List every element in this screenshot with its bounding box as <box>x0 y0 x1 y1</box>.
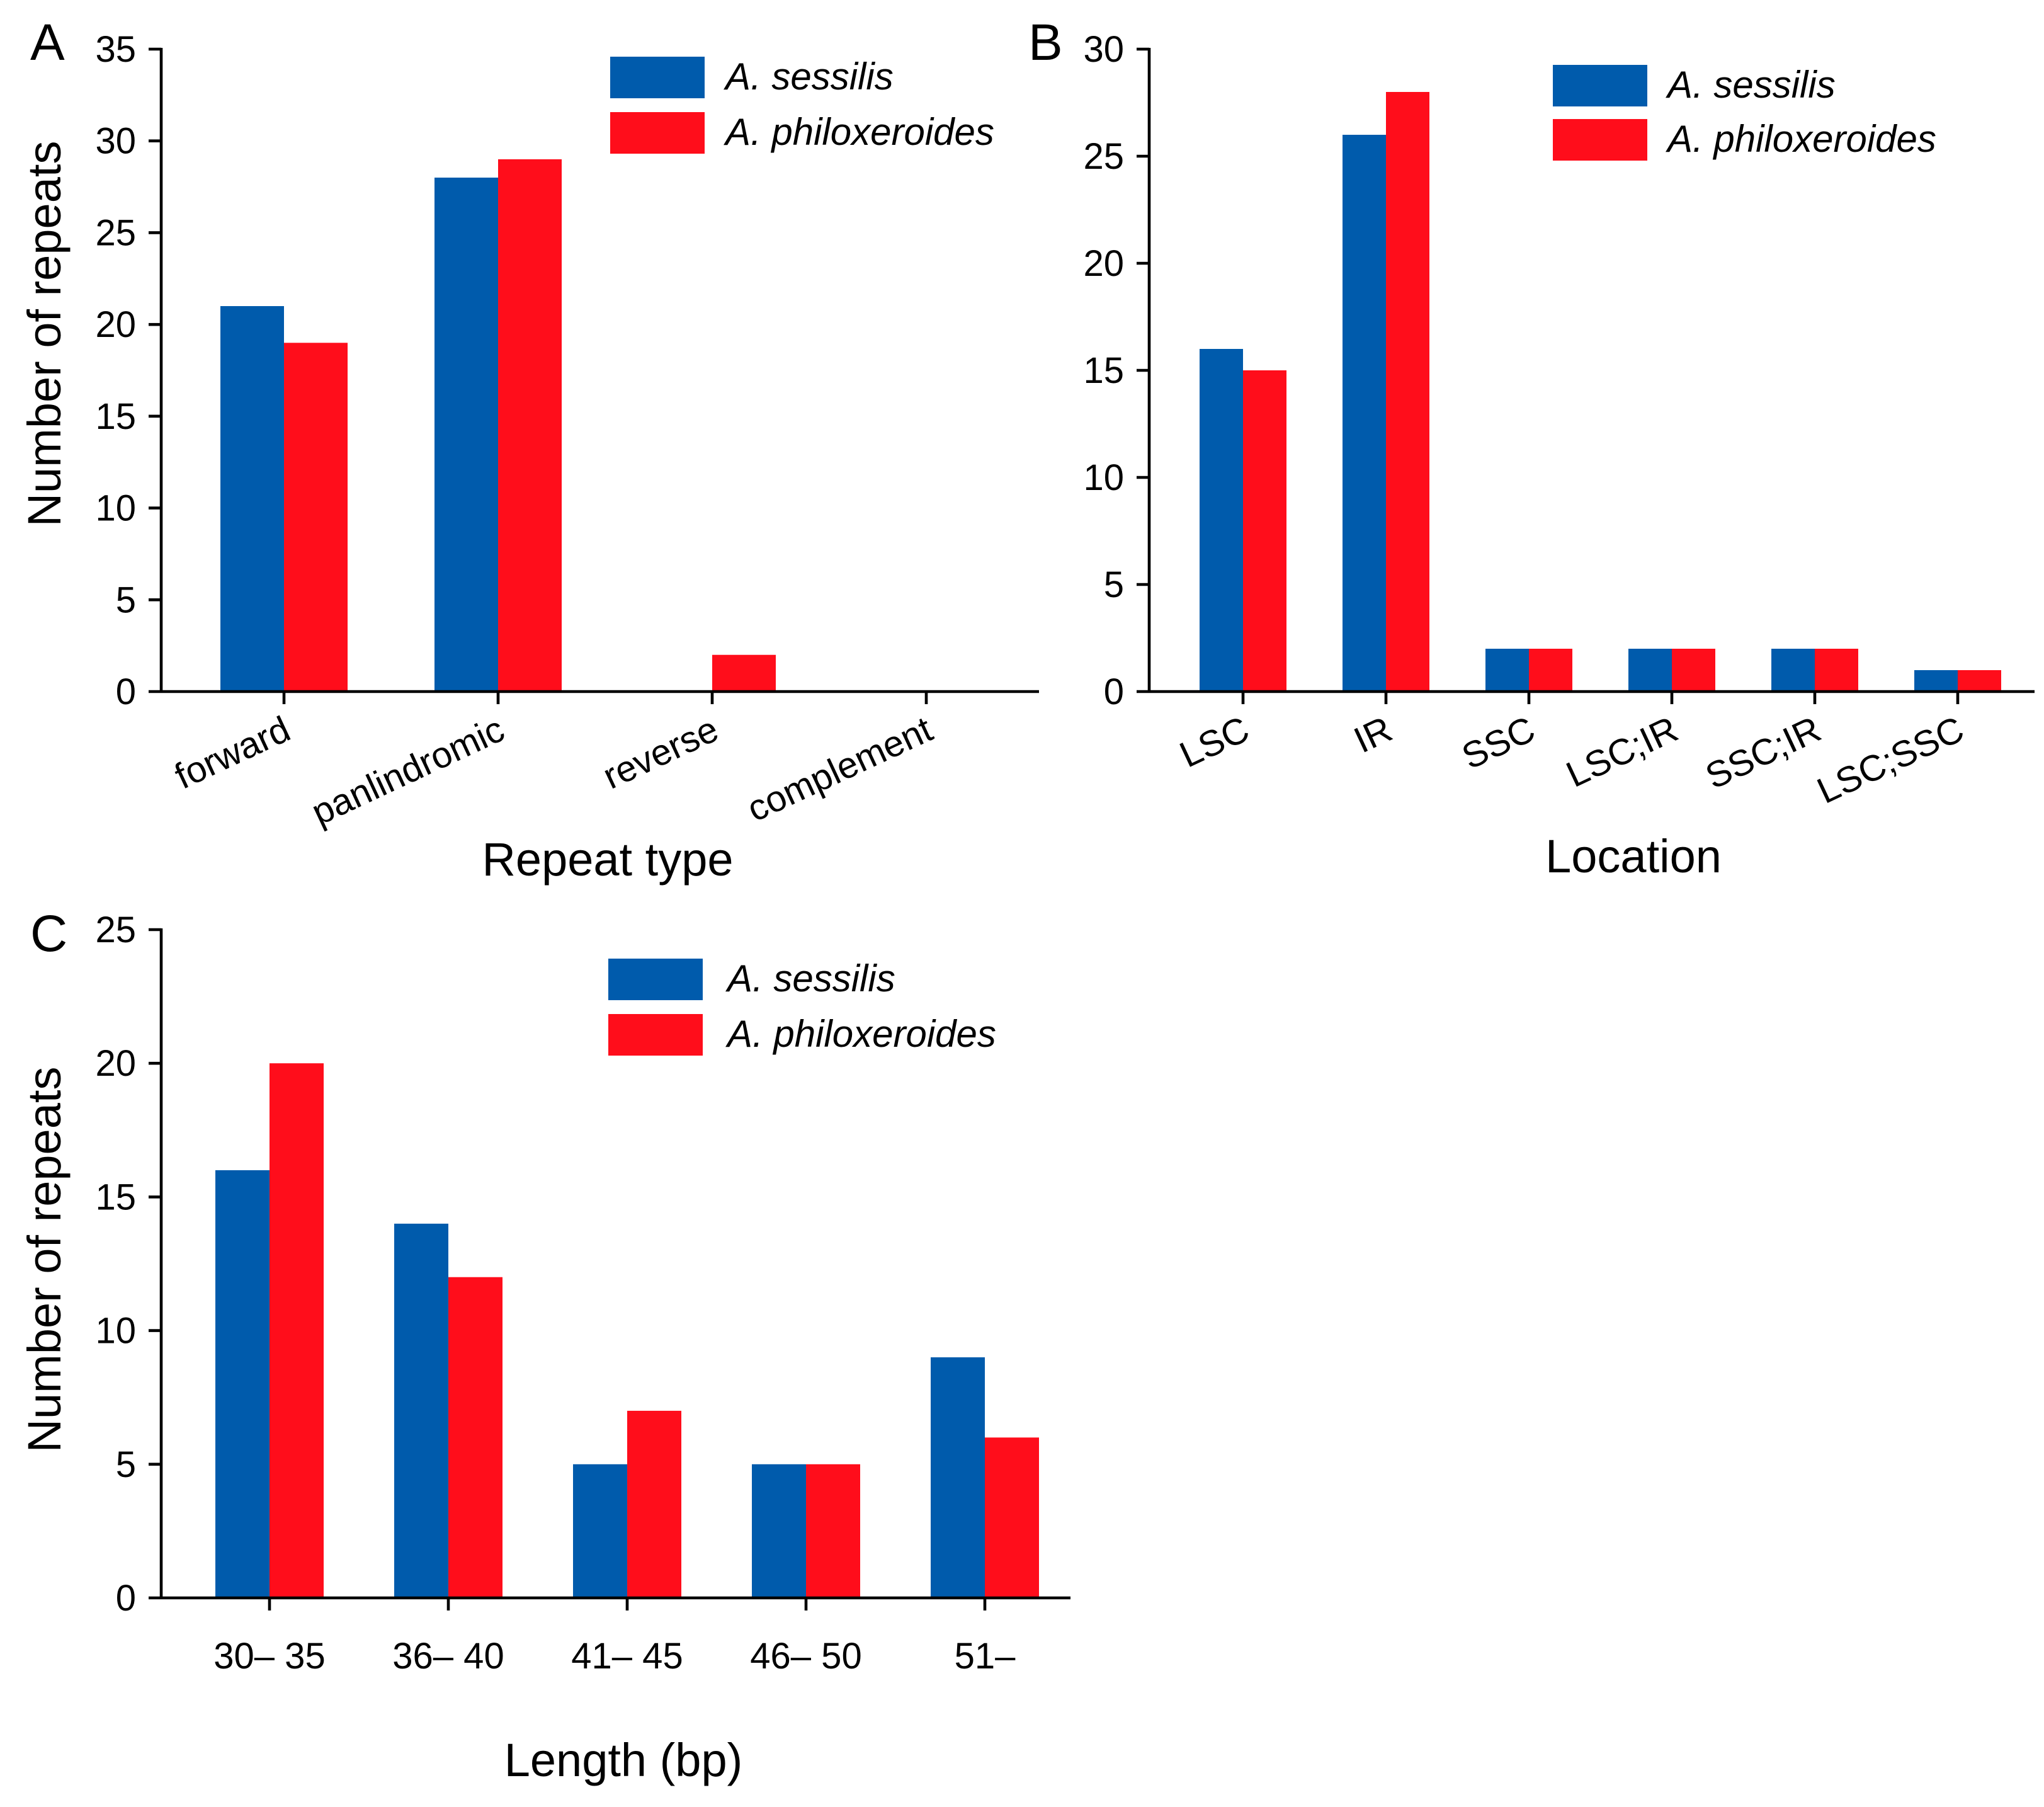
legend-label-sessilis: A. sessilis <box>1666 64 1836 106</box>
bar-sessilis-3 <box>752 1464 806 1598</box>
x-axis-title: Length (bp) <box>504 1734 743 1786</box>
x-category-label: 46– 50 <box>750 1636 861 1677</box>
bar-philoxeroides-0 <box>270 1063 324 1598</box>
bar-sessilis-1 <box>434 178 498 692</box>
y-tick-label: 15 <box>95 1177 136 1217</box>
y-tick-label: 0 <box>116 1578 136 1619</box>
bar-philoxeroides-5 <box>1958 670 2001 692</box>
bar-philoxeroides-2 <box>627 1410 681 1598</box>
panel-c-length-chart: C 0 5 10 15 20 25 30– 35 36– 40 41– 45 46– 50 51– Le… <box>18 905 1070 1786</box>
bar-philoxeroides-4 <box>985 1437 1039 1598</box>
x-axis-title: Repeat type <box>482 833 733 886</box>
x-category-label: IR <box>1348 709 1398 761</box>
bar-philoxeroides-2 <box>712 654 776 692</box>
y-tick-label: 25 <box>1083 136 1124 177</box>
y-tick-label: 15 <box>95 396 136 437</box>
x-category-label: LSC <box>1174 709 1256 776</box>
y-tick-label: 0 <box>1104 671 1124 712</box>
bar-philoxeroides-0 <box>1243 370 1286 692</box>
bar-sessilis-3 <box>1628 649 1672 692</box>
bar-sessilis-2 <box>1485 649 1529 692</box>
legend-label-philoxeroides: A. philoxeroides <box>725 1013 996 1055</box>
bar-philoxeroides-3 <box>806 1464 860 1598</box>
bar-philoxeroides-1 <box>1386 92 1429 692</box>
x-category-label: panlindromic <box>305 709 510 833</box>
y-axis-title: Number of repeats <box>18 1067 71 1453</box>
x-category-label: LSC;IR <box>1560 709 1684 795</box>
x-category-label: 51– <box>955 1636 1016 1677</box>
y-tick-label: 5 <box>116 579 136 620</box>
bar-sessilis-0 <box>220 306 284 692</box>
bar-sessilis-1 <box>1343 135 1386 692</box>
x-category-label: 36– 40 <box>392 1636 504 1677</box>
bar-sessilis-0 <box>215 1170 270 1598</box>
y-tick-label: 25 <box>95 909 136 950</box>
bar-philoxeroides-0 <box>284 343 348 692</box>
legend-swatch-sessilis <box>1553 65 1647 106</box>
bar-philoxeroides-2 <box>1529 649 1572 692</box>
y-tick-label: 0 <box>116 671 136 712</box>
bar-sessilis-5 <box>1914 670 1958 692</box>
y-tick-label: 30 <box>1083 29 1124 70</box>
bar-sessilis-1 <box>394 1223 448 1598</box>
legend-swatch-philoxeroides <box>608 1014 703 1056</box>
x-category-label: 30– 35 <box>213 1636 325 1677</box>
legend-swatch-sessilis <box>608 959 703 1000</box>
y-tick-label: 20 <box>1083 243 1124 284</box>
legend: A. sessilis A. philoxeroides <box>608 957 996 1056</box>
y-tick-label: 10 <box>1083 457 1124 498</box>
y-tick-label: 10 <box>95 1311 136 1352</box>
x-category-label: 41– 45 <box>571 1636 683 1677</box>
bar-philoxeroides-4 <box>1815 649 1858 692</box>
legend-label-philoxeroides: A. philoxeroides <box>724 111 994 153</box>
bar-sessilis-4 <box>931 1357 985 1598</box>
legend-label-sessilis: A. sessilis <box>724 55 894 98</box>
legend-label-sessilis: A. sessilis <box>725 957 895 1000</box>
y-axis-title: Number of repeats <box>18 141 71 527</box>
y-tick-label: 5 <box>1104 564 1124 605</box>
bar-philoxeroides-1 <box>498 159 562 692</box>
panel-letter: A <box>30 14 65 71</box>
x-category-label: SSC <box>1456 709 1542 777</box>
panel-a-repeat-type-chart: A 0 5 10 15 20 25 30 35 forward panlindromic revers… <box>18 14 1039 886</box>
x-category-label: SSC;IR <box>1700 709 1827 797</box>
bar-sessilis-2 <box>573 1464 627 1598</box>
x-category-label: reverse <box>597 709 725 797</box>
legend-label-philoxeroides: A. philoxeroides <box>1666 118 1936 160</box>
y-tick-label: 20 <box>95 1043 136 1084</box>
bar-sessilis-4 <box>1771 649 1815 692</box>
panel-b-location-chart: B 0 5 10 15 20 25 30 LSC IR SSC LSC;IR SSC;IRLSC;SSC… <box>1028 14 2035 882</box>
legend-swatch-philoxeroides <box>610 112 705 154</box>
y-tick-label: 25 <box>95 212 136 253</box>
panel-letter: C <box>30 905 67 962</box>
legend: A. sessilis A. philoxeroides <box>610 55 994 154</box>
bar-philoxeroides-1 <box>448 1277 502 1598</box>
y-tick-label: 10 <box>95 488 136 529</box>
x-axis-title: Location <box>1545 830 1722 882</box>
panel-letter: B <box>1028 14 1063 71</box>
x-category-label: complement <box>741 709 939 829</box>
y-tick-label: 35 <box>95 29 136 70</box>
bar-sessilis-0 <box>1200 349 1243 692</box>
x-category-label: forward <box>169 709 297 797</box>
legend-swatch-philoxeroides <box>1553 119 1647 161</box>
x-category-label: LSC;SSC <box>1811 709 1970 812</box>
legend-swatch-sessilis <box>610 57 705 98</box>
y-tick-label: 15 <box>1083 350 1124 391</box>
y-tick-label: 5 <box>116 1444 136 1485</box>
legend: A. sessilis A. philoxeroides <box>1553 64 1936 161</box>
y-tick-label: 20 <box>95 304 136 345</box>
bar-philoxeroides-3 <box>1672 649 1715 692</box>
y-tick-label: 30 <box>95 121 136 162</box>
